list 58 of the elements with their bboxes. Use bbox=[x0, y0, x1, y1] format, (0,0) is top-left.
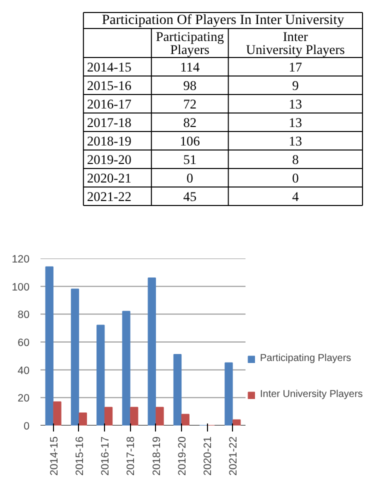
bar bbox=[224, 362, 233, 426]
y-tick-label: 80 bbox=[18, 309, 30, 322]
x-tick-label: 2020-21 bbox=[202, 436, 214, 476]
x-tick-label: 2014-15 bbox=[48, 436, 60, 476]
bar bbox=[173, 354, 182, 426]
category-label: 2014-15 bbox=[87, 59, 132, 74]
data-label: 82 bbox=[183, 114, 197, 130]
category-label: 2018-19 bbox=[87, 133, 132, 148]
bar bbox=[148, 277, 156, 426]
y-tick-label: 0 bbox=[24, 420, 30, 432]
data-label: 13 bbox=[288, 114, 302, 130]
category-label: 2015-16 bbox=[87, 78, 132, 93]
category-label: 2021-22 bbox=[87, 188, 132, 204]
bar bbox=[232, 419, 241, 426]
bar bbox=[78, 412, 87, 426]
data-label: 13 bbox=[288, 96, 302, 112]
bar bbox=[122, 310, 130, 426]
data-label: 8 bbox=[292, 152, 300, 167]
category-label: 2020-21 bbox=[87, 170, 132, 186]
data-label: 114 bbox=[180, 59, 200, 74]
category-label: 2016-17 bbox=[87, 96, 132, 112]
text: Participating Players bbox=[156, 29, 224, 57]
x-tick-label: 2019-20 bbox=[176, 436, 188, 476]
data-label: 106 bbox=[180, 133, 200, 148]
bar bbox=[156, 406, 164, 426]
x-tick-label: 2018-19 bbox=[150, 436, 163, 476]
bar bbox=[70, 288, 80, 426]
data-label: 0 bbox=[186, 170, 194, 186]
data-label: 13 bbox=[288, 133, 302, 148]
data-label: 0 bbox=[292, 170, 300, 186]
data-label: 45 bbox=[183, 188, 197, 204]
bar bbox=[104, 406, 113, 426]
legend-label: Inter University Players bbox=[260, 389, 363, 400]
y-tick-label: 60 bbox=[18, 337, 30, 349]
data-label: 4 bbox=[292, 188, 300, 204]
data-label: 17 bbox=[288, 59, 302, 74]
data-label: 9 bbox=[292, 78, 300, 93]
data-label: 72 bbox=[183, 96, 197, 112]
data-label: 51 bbox=[183, 152, 197, 167]
bar bbox=[96, 324, 105, 426]
category-label: 2019-20 bbox=[87, 152, 132, 167]
x-tick-label: 2016-17 bbox=[100, 436, 112, 476]
text: Participation Of Players In Inter University bbox=[102, 13, 344, 28]
bar bbox=[45, 266, 54, 426]
y-tick-label: 100 bbox=[12, 281, 30, 294]
y-tick-label: 120 bbox=[12, 254, 30, 266]
bar bbox=[53, 401, 62, 426]
text: Inter University Players bbox=[246, 29, 345, 57]
bar bbox=[181, 414, 190, 426]
y-tick-label: 40 bbox=[18, 364, 30, 377]
x-tick-label: 2015-16 bbox=[74, 436, 86, 476]
legend-label: Participating Players bbox=[260, 353, 352, 364]
bar bbox=[130, 406, 138, 426]
category-label: 2017-18 bbox=[87, 114, 132, 130]
y-tick-label: 20 bbox=[18, 392, 30, 405]
data-label: 98 bbox=[183, 78, 197, 93]
x-tick-label: 2021-22 bbox=[228, 436, 240, 476]
x-tick-label: 2017-18 bbox=[125, 436, 138, 476]
